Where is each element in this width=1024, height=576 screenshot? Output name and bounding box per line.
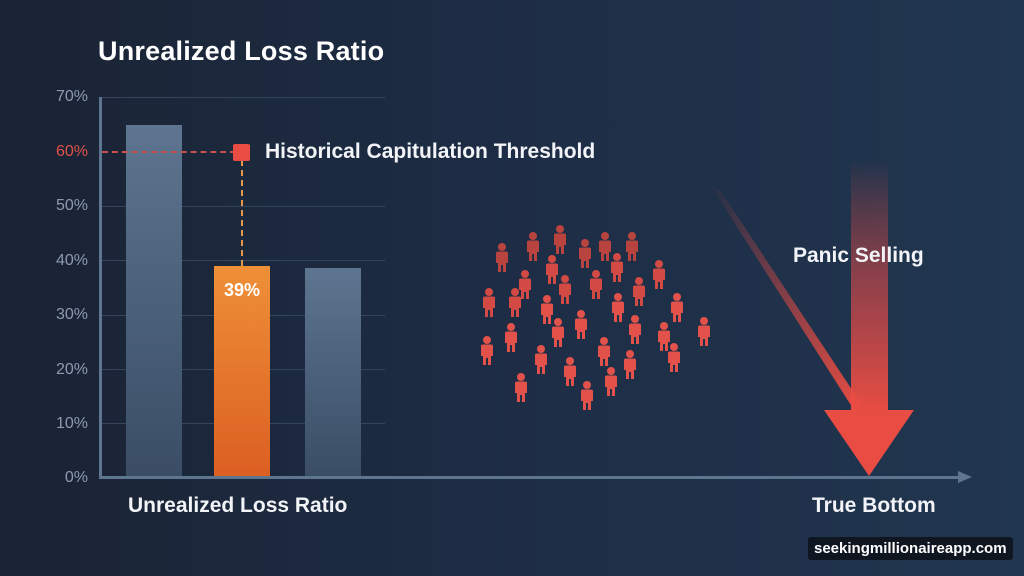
threshold-marker-icon bbox=[233, 144, 250, 161]
bar-2-current: 39% bbox=[214, 266, 270, 477]
bar-2-value-label: 39% bbox=[223, 280, 261, 300]
threshold-connector bbox=[241, 160, 243, 266]
x-label-right: True Bottom bbox=[812, 494, 936, 517]
chart-title: Unrealized Loss Ratio bbox=[98, 36, 385, 66]
person-icon-group bbox=[481, 225, 710, 410]
crowd-illustration bbox=[460, 215, 720, 420]
y-tick-70: 70% bbox=[55, 88, 88, 105]
y-tick-50: 50% bbox=[55, 197, 88, 214]
x-axis bbox=[99, 476, 961, 479]
x-axis-arrow-icon bbox=[958, 471, 972, 483]
gridline bbox=[100, 97, 385, 98]
panic-selling-label: Panic Selling bbox=[793, 244, 924, 267]
bar-1 bbox=[126, 125, 182, 477]
y-tick-10: 10% bbox=[55, 415, 88, 432]
y-tick-20: 20% bbox=[55, 361, 88, 378]
y-axis bbox=[99, 97, 102, 478]
threshold-line bbox=[102, 151, 236, 153]
bar-3 bbox=[305, 268, 361, 477]
threshold-label: Historical Capitulation Threshold bbox=[265, 140, 596, 163]
y-tick-30: 30% bbox=[55, 306, 88, 323]
watermark: seekingmillionaireapp.com bbox=[808, 537, 1013, 560]
y-tick-0: 0% bbox=[64, 469, 88, 486]
arrow-down-icon bbox=[709, 160, 914, 476]
y-tick-40: 40% bbox=[55, 252, 88, 269]
y-tick-60: 60% bbox=[55, 143, 88, 160]
x-label-left: Unrealized Loss Ratio bbox=[128, 494, 348, 517]
